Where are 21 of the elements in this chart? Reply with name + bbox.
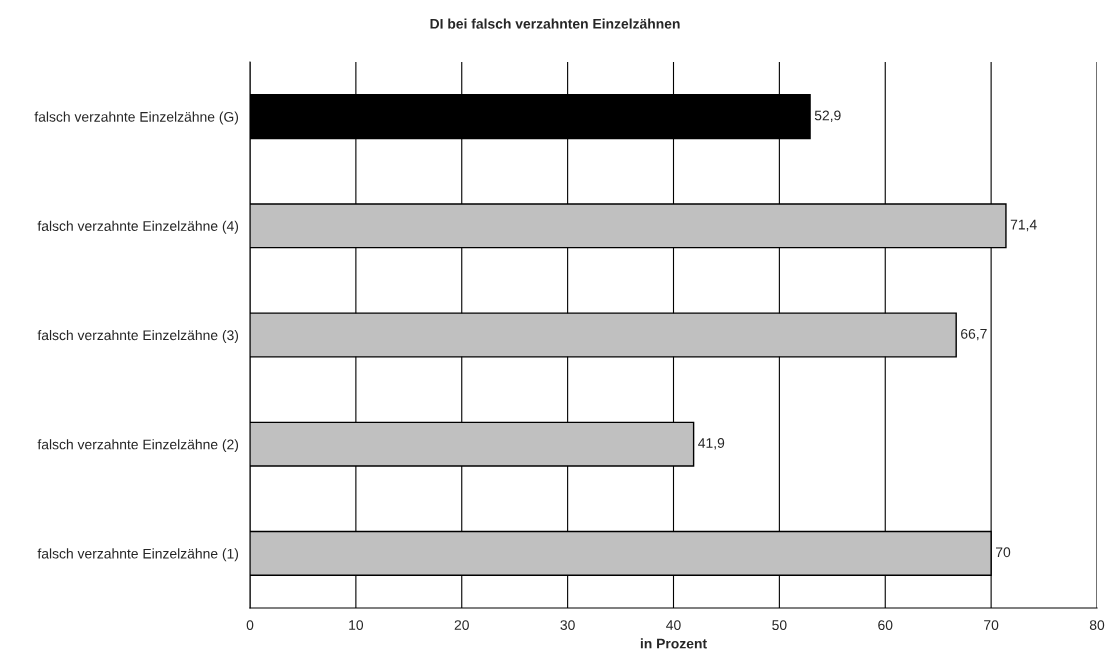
x-tick-label: 20 bbox=[454, 620, 469, 631]
y-tick-label: falsch verzahnte Einzelzähne (2) bbox=[37, 439, 239, 453]
x-tick-label: 10 bbox=[349, 620, 364, 631]
y-tick-label: falsch verzahnte Einzelzähne (3) bbox=[37, 329, 239, 343]
data-label: 41,9 bbox=[698, 438, 725, 450]
x-tick-label: 0 bbox=[246, 620, 254, 631]
data-label: 70 bbox=[996, 547, 1011, 558]
data-label: 66,7 bbox=[961, 328, 987, 341]
chart-title: DI bei falsch verzahnten Einzelzähnen bbox=[430, 18, 680, 29]
y-tick-label: falsch verzahnte Einzelzähne (4) bbox=[37, 220, 239, 234]
data-label: 71,4 bbox=[1010, 219, 1037, 232]
x-tick-label: 70 bbox=[984, 620, 999, 631]
x-tick-label: 50 bbox=[772, 620, 787, 631]
x-axis-title: in Prozent bbox=[640, 638, 707, 649]
x-tick-label: 40 bbox=[666, 620, 681, 631]
y-tick-label: falsch verzahnte Einzelzähne (1) bbox=[37, 548, 239, 562]
x-tick-label: 30 bbox=[560, 620, 575, 631]
y-tick-label: falsch verzahnte Einzelzähne (G) bbox=[34, 111, 239, 125]
x-tick-label: 60 bbox=[878, 620, 893, 631]
x-tick-label: 80 bbox=[1089, 620, 1105, 631]
data-label: 52,9 bbox=[814, 110, 841, 122]
